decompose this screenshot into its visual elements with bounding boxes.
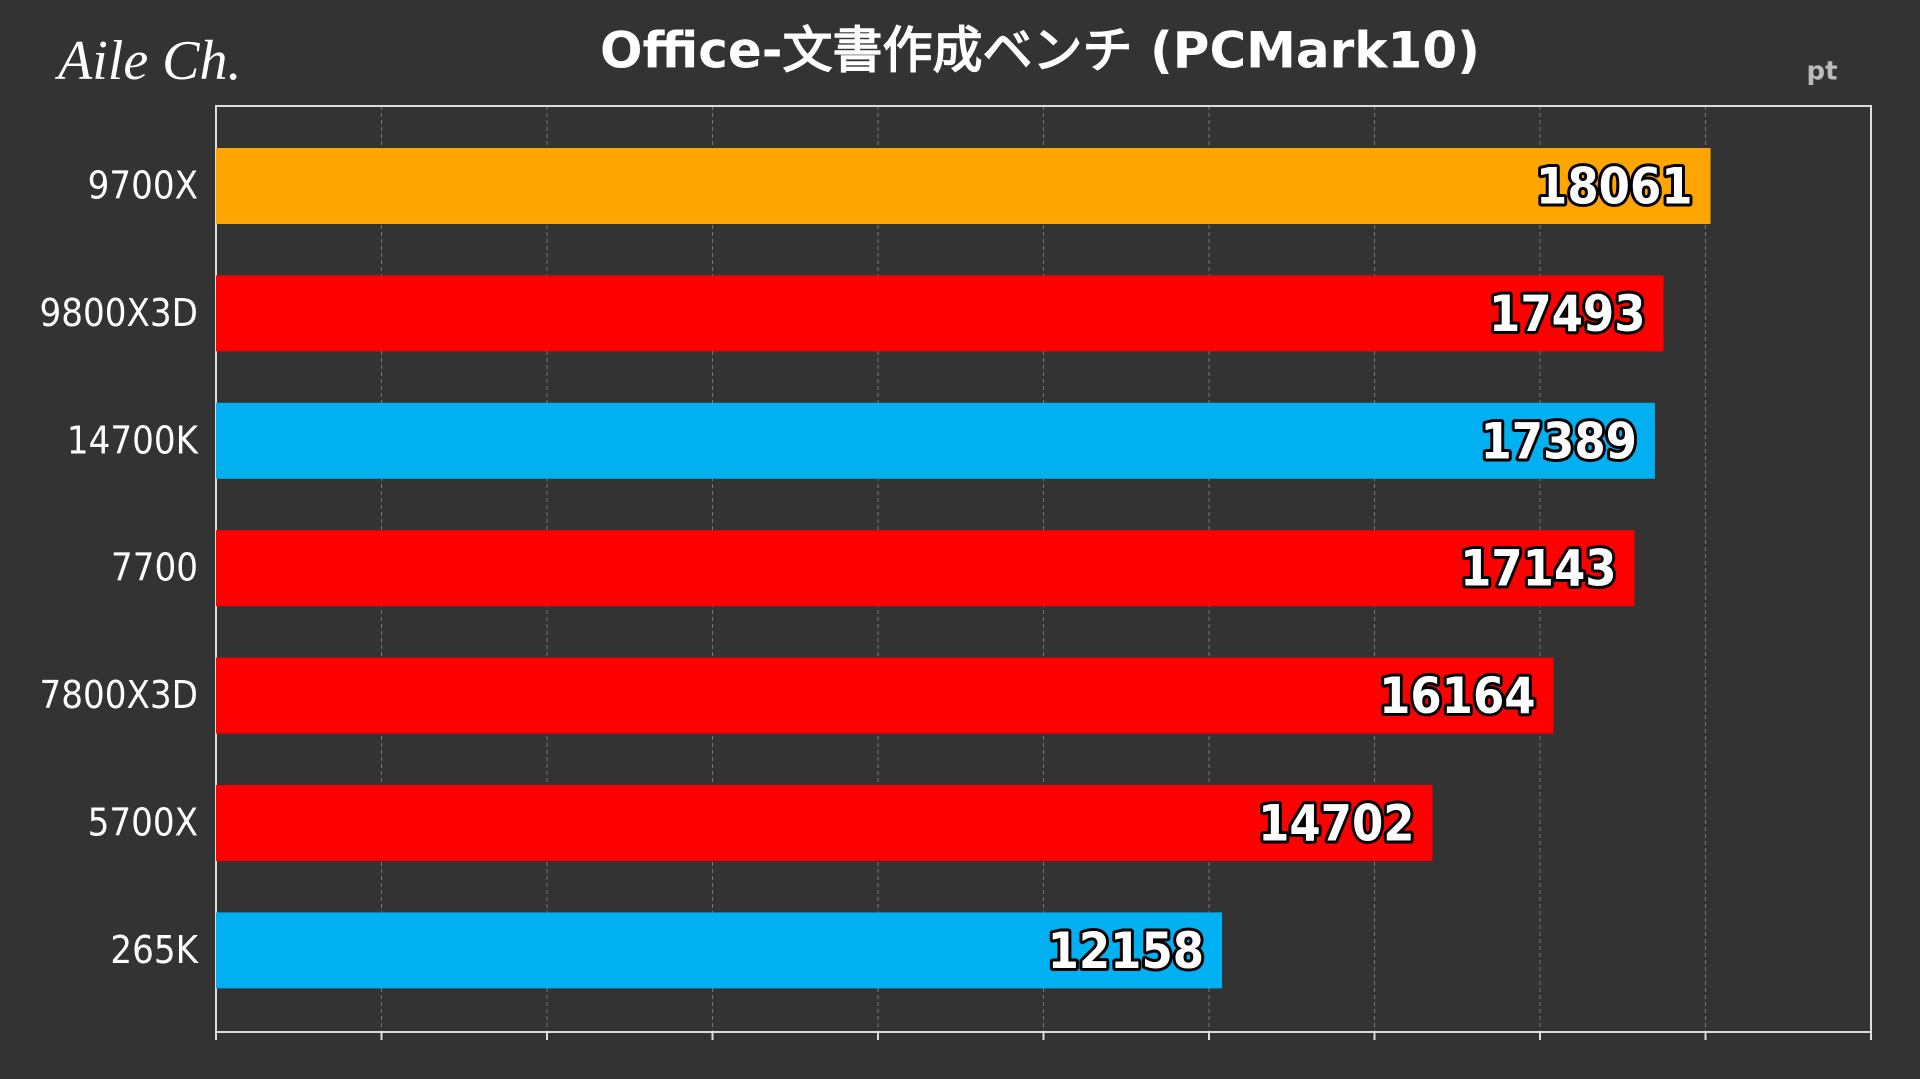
- logo: Aile Ch.: [54, 30, 242, 92]
- value-label: 14702: [1258, 795, 1415, 853]
- bar: [216, 657, 1554, 734]
- chart-title: Office-文書作成ベンチ (PCMark10): [600, 22, 1480, 80]
- value-label: 17389: [1480, 412, 1637, 470]
- value-label: 16164: [1379, 667, 1536, 725]
- bar: [216, 530, 1635, 607]
- y-tick-label: 7700: [111, 546, 198, 590]
- y-tick-label: 7800X3D: [40, 673, 198, 717]
- bar: [216, 275, 1664, 352]
- value-label: 18061: [1536, 158, 1693, 216]
- value-label: 17493: [1489, 285, 1646, 343]
- y-tick-label: 14700K: [67, 418, 200, 462]
- y-tick-label: 9700X: [88, 164, 198, 208]
- unit-label: pt: [1806, 57, 1837, 87]
- y-tick-label: 9800X3D: [40, 291, 198, 335]
- bar: [216, 148, 1711, 224]
- bar: [216, 912, 1223, 989]
- y-tick-label: 265K: [110, 928, 199, 972]
- y-tick-label: 5700X: [88, 801, 198, 845]
- value-label: 12158: [1048, 922, 1205, 980]
- bar: [216, 785, 1433, 861]
- bar: [216, 402, 1655, 479]
- value-label: 17143: [1460, 540, 1617, 598]
